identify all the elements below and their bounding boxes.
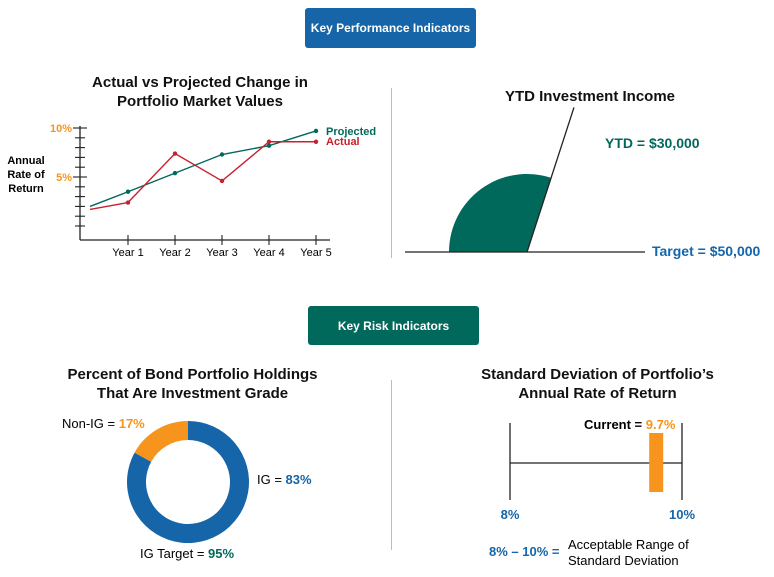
- current-value-marker: [649, 433, 663, 492]
- acceptable-range-value: 8% – 10% =: [489, 544, 560, 559]
- range-max-label: 10%: [669, 507, 695, 522]
- acceptable-range-desc-line2: Standard Deviation: [568, 553, 679, 568]
- acceptable-range-desc-line1: Acceptable Range of: [568, 537, 689, 552]
- range-min-label: 8%: [501, 507, 520, 522]
- current-label: Current = 9.7%: [584, 417, 676, 432]
